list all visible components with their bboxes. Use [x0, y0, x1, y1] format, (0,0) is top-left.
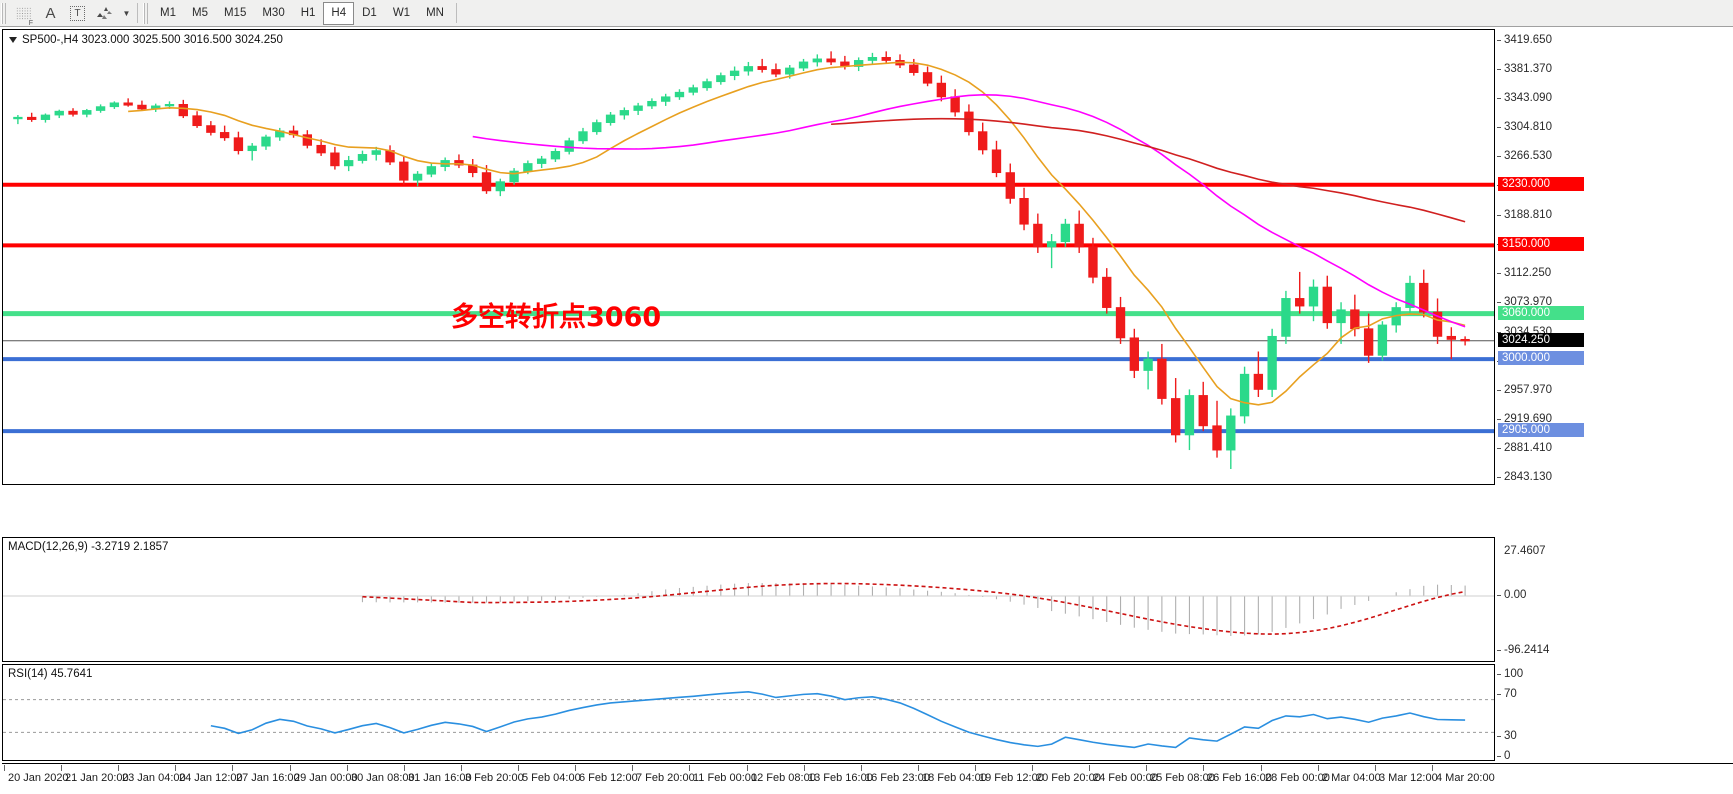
macd-label: MACD(12,26,9) -3.2719 2.1857	[8, 541, 169, 553]
candle-series	[13, 51, 1470, 470]
price-tick-3304-810: 3304.810	[1497, 121, 1552, 134]
price-tick-3266-530: 3266.530	[1497, 150, 1552, 163]
chevron-down-icon: ▼	[122, 8, 131, 18]
rsi-tick-70: 70	[1497, 688, 1517, 700]
timeframe-h1[interactable]: H1	[300, 7, 316, 19]
last-price-3024[interactable]: 3024.250	[1498, 332, 1584, 347]
macd-pane[interactable]: MACD(12,26,9) -3.2719 2.1857	[2, 537, 1495, 662]
timeframe-h4[interactable]: H4	[323, 1, 355, 25]
chart-menu-triangle-icon[interactable]	[9, 37, 17, 43]
rsi-tick-100: 100	[1496, 668, 1524, 680]
toolbar-drag-handle[interactable]	[1, 2, 8, 24]
price-tick-2919-690: 2919.690	[1497, 412, 1552, 425]
price-axis[interactable]: 3419.650 3381.370 3343.090 3304.810 3266.530…	[1496, 29, 1733, 485]
text-font-icon[interactable]: A	[38, 2, 63, 25]
price-tick-3343-090: 3343.090	[1497, 92, 1552, 105]
font-a-glyph: A	[45, 4, 56, 22]
time-axis[interactable]: 20 Jan 2020 21 Jan 20:00 23 Jan 04:00 24 Ja…	[2, 763, 1733, 794]
macd-axis: 27.4607 0.00 -96.2414	[1496, 537, 1733, 662]
price-tick-3419-650: 3419.650	[1497, 34, 1552, 46]
macd-series-canvas	[3, 582, 1494, 636]
moving-average-9	[128, 61, 1466, 406]
price-tick-3073-970: 3073.970	[1497, 296, 1552, 309]
indicators-icon[interactable]	[92, 2, 117, 25]
price-tick-3188-810: 3188.810	[1497, 208, 1552, 221]
text-t-glyph: T	[70, 5, 85, 21]
chart-annotation-text: 多空转折点3060	[451, 302, 662, 333]
shapes-glyph	[97, 6, 112, 19]
main-toolbar: A T ▼ M1 M5 M15 M30 H1 H4 D1 W1 MN	[0, 0, 1733, 27]
rsi-pane[interactable]: RSI(14) 45.7641	[2, 664, 1495, 761]
resistance-level-3150[interactable]: 3150.000	[1498, 237, 1584, 252]
chart-workspace: SP500-,H4 3023.000 3025.500 3016.500 302…	[0, 27, 1733, 794]
price-tick-3381-370: 3381.370	[1497, 63, 1552, 76]
price-tick-2881-410: 2881.410	[1497, 441, 1552, 454]
macd-tick-1: 0.00	[1496, 589, 1527, 601]
rsi-line	[210, 691, 1466, 749]
timeframe-w1[interactable]: W1	[392, 7, 411, 19]
rsi-tick-0: 0	[1496, 750, 1511, 761]
rsi-series-canvas	[3, 691, 1494, 749]
support-level-3000[interactable]: 3000.000	[1498, 351, 1584, 366]
timeframe-m1[interactable]: M1	[160, 7, 176, 19]
text-label-icon[interactable]: T	[65, 2, 90, 25]
indicators-dropdown-arrow[interactable]: ▼	[119, 2, 132, 25]
moving-average-60	[831, 117, 1466, 223]
timeframe-m30[interactable]: M30	[262, 7, 285, 19]
support-level-2905[interactable]: 2905.000	[1498, 423, 1584, 438]
macd-tick-0: 27.4607	[1504, 545, 1546, 557]
toolbar-separator-2	[455, 3, 457, 23]
price-tick-2957-970: 2957.970	[1497, 383, 1552, 396]
symbol-info-bar: SP500-,H4 3023.000 3025.500 3016.500 302…	[9, 34, 283, 46]
grid-properties-icon[interactable]	[11, 2, 36, 27]
price-series-canvas	[3, 51, 1494, 470]
macd-signal-line	[362, 582, 1466, 635]
rsi-label: RSI(14) 45.7641	[8, 668, 93, 680]
price-tick-2843-130: 2843.130	[1497, 471, 1552, 483]
price-tick-3112-250: 3112.250	[1496, 267, 1552, 279]
toolbar-separator	[137, 3, 138, 23]
timeframe-m15[interactable]: M15	[223, 7, 247, 19]
timeframe-mn[interactable]: MN	[426, 7, 444, 19]
rsi-axis: 100 70 30 0	[1496, 664, 1733, 761]
timeframe-d1[interactable]: D1	[362, 7, 377, 19]
timeframe-m5[interactable]: M5	[191, 7, 208, 19]
grid-glyph	[16, 6, 33, 27]
symbol-ohlc-text: SP500-,H4 3023.000 3025.500 3016.500 302…	[22, 34, 283, 46]
price-chart-pane[interactable]: SP500-,H4 3023.000 3025.500 3016.500 302…	[2, 29, 1495, 485]
moving-average-34	[472, 94, 1466, 328]
rsi-tick-30: 30	[1497, 730, 1517, 742]
macd-tick-2: -96.2414	[1496, 644, 1550, 656]
resistance-level-3230[interactable]: 3230.000	[1498, 176, 1584, 191]
macd-histogram	[361, 583, 1466, 636]
pivot-level-3060[interactable]: 3060.000	[1498, 305, 1584, 320]
timeframe-drag-handle[interactable]	[143, 2, 150, 24]
